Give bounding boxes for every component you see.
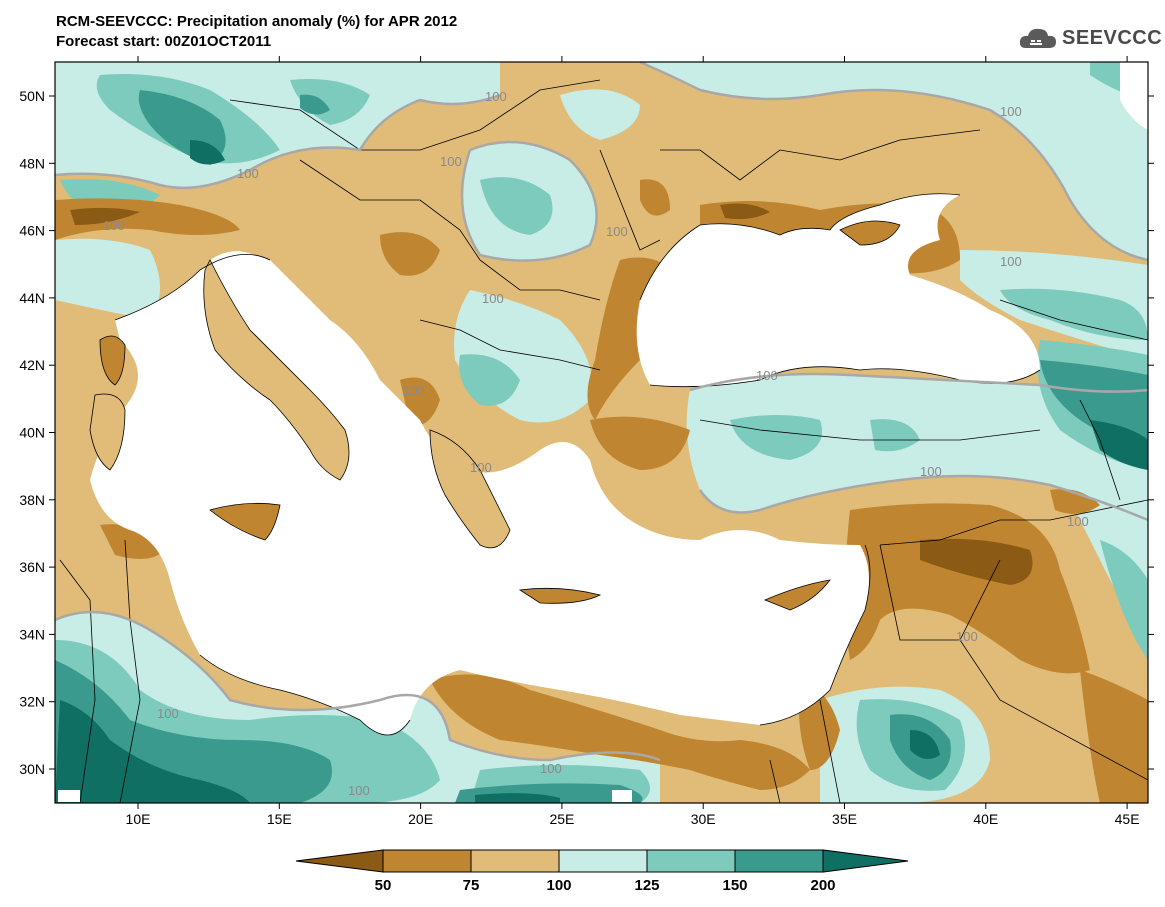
title-line-2: Forecast start: 00Z01OCT2011 — [56, 33, 272, 50]
colorbar-segment — [646, 849, 736, 873]
data-gap — [612, 790, 632, 802]
contour-label: 100 — [920, 464, 942, 479]
lon-tick-label: 25E — [549, 811, 574, 827]
island-cyprus — [763, 579, 831, 611]
cloud-icon — [1019, 28, 1056, 48]
lat-tick-label: 30N — [19, 761, 45, 777]
contour-label: 100 — [348, 783, 370, 798]
colorbar-label: 150 — [722, 877, 747, 894]
lat-tick-label: 44N — [19, 290, 45, 306]
lat-tick-label: 46N — [19, 223, 45, 239]
zone-gt-200 — [55, 140, 1148, 803]
logo-text: SEEVCCC — [1062, 26, 1163, 49]
contour-label: 100 — [440, 154, 462, 169]
lon-tick-label: 10E — [126, 811, 151, 827]
crimea — [839, 220, 901, 246]
lat-tick-label: 34N — [19, 626, 45, 642]
island-sardinia — [89, 393, 126, 471]
anomaly-field: 100 100 100 100 100 100 100 100 100 100 … — [55, 62, 1148, 803]
lat-tick-label: 50N — [19, 88, 45, 104]
data-gap — [58, 790, 80, 802]
colorbar-label: 50 — [375, 877, 392, 894]
contour-label: 100 — [470, 460, 492, 475]
colorbar-label: 75 — [463, 877, 480, 894]
islands — [89, 220, 901, 611]
contour-100-lines — [55, 62, 1148, 762]
colorbar-segment — [382, 849, 472, 873]
island-sicily — [209, 502, 281, 541]
colorbar-label: 125 — [634, 877, 659, 894]
contour-label: 100 — [482, 291, 504, 306]
lon-tick-label: 15E — [267, 811, 292, 827]
lat-tick-label: 38N — [19, 492, 45, 508]
contour-label: 100 — [157, 706, 179, 721]
title-line-1: RCM-SEEVCCC: Precipitation anomaly (%) f… — [56, 13, 458, 30]
longitude-axis: 10E 15E 20E 25E 30E 35E 40E 45E — [126, 56, 1140, 827]
zone-lt-50 — [70, 203, 1033, 585]
lon-tick-label: 45E — [1115, 811, 1140, 827]
colorbar: 50 75 100 125 150 200 — [295, 849, 909, 894]
latitude-axis: 50N 48N 46N 44N 42N 40N 38N 36N 34N 32N 30N — [19, 88, 1154, 777]
colorbar-segment — [470, 849, 560, 873]
lat-tick-label: 40N — [19, 425, 45, 441]
colorbar-arrow-left — [295, 849, 384, 873]
contour-label: 100 — [485, 89, 507, 104]
contour-label: 100 — [237, 166, 259, 181]
contour-label: 100 — [606, 224, 628, 239]
contour-labels: 100 100 100 100 100 100 100 100 100 100 … — [103, 89, 1089, 798]
borders — [59, 79, 1148, 803]
island-corsica — [99, 335, 126, 386]
colorbar-label: 200 — [810, 877, 835, 894]
adriatic-sea — [210, 251, 370, 380]
contour-label: 100 — [1067, 514, 1089, 529]
lat-tick-label: 36N — [19, 559, 45, 575]
italy-peninsula — [203, 259, 350, 481]
black-sea — [636, 193, 1040, 387]
colorbar-label: 100 — [546, 877, 571, 894]
contour-label: 100 — [103, 218, 125, 233]
map-title: RCM-SEEVCCC: Precipitation anomaly (%) f… — [56, 12, 457, 52]
lon-tick-label: 35E — [832, 811, 857, 827]
lat-tick-label: 32N — [19, 694, 45, 710]
zone-50-75 — [55, 179, 1148, 803]
lon-tick-label: 30E — [691, 811, 716, 827]
caspian-sea — [1120, 62, 1148, 130]
contour-label: 100 — [540, 761, 562, 776]
contour-label: 100 — [403, 383, 425, 398]
contour-label: 100 — [956, 629, 978, 644]
island-crete — [518, 587, 602, 604]
seevccc-logo: SEEVCCC — [1018, 24, 1162, 52]
contour-label: 100 — [1000, 254, 1022, 269]
lon-tick-label: 40E — [973, 811, 998, 827]
contour-label: 100 — [756, 368, 778, 383]
lon-tick-label: 20E — [408, 811, 433, 827]
colorbar-arrow-right — [822, 849, 909, 873]
contour-label: 100 — [1000, 104, 1022, 119]
colorbar-segment — [558, 849, 648, 873]
lat-tick-label: 48N — [19, 155, 45, 171]
greece-peninsula — [429, 429, 511, 549]
colorbar-segment — [734, 849, 824, 873]
lat-tick-label: 42N — [19, 357, 45, 373]
